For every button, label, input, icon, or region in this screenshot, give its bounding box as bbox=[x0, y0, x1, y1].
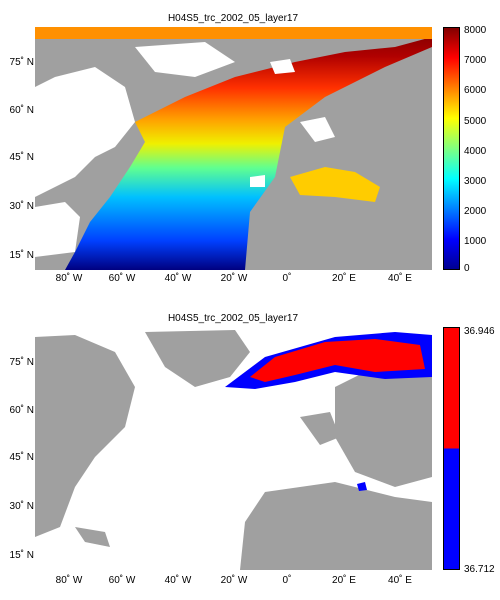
map2-ytick: 75˚ N bbox=[9, 357, 34, 368]
map2-xtick: 40˚ W bbox=[164, 575, 192, 586]
map1-plot bbox=[35, 27, 432, 270]
map2-ytick: 60˚ N bbox=[9, 405, 34, 416]
map2-ytick: 15˚ N bbox=[9, 550, 34, 561]
map1-nodata-patches bbox=[35, 42, 335, 257]
map2-xtick: 20˚ W bbox=[220, 575, 248, 586]
map1-ocean-field bbox=[35, 27, 432, 270]
map2-xtick: 80˚ W bbox=[55, 575, 83, 586]
map1-colorbar-tick: 6000 bbox=[464, 85, 487, 96]
map1-ytick: 75˚ N bbox=[9, 57, 34, 68]
map1-xtick: 0˚ bbox=[282, 273, 292, 284]
map1-xtick: 40˚ E bbox=[388, 273, 412, 284]
map2-colorbar-upper bbox=[443, 327, 460, 449]
map2-ytick: 30˚ N bbox=[9, 501, 34, 512]
map2-colorbar-tick: 36.712 bbox=[464, 564, 495, 575]
map1-colorbar-tick: 7000 bbox=[464, 55, 487, 66]
map2-ytick: 45˚ N bbox=[9, 452, 34, 463]
map1-colorbar-tick: 8000 bbox=[464, 25, 487, 36]
map1-ytick: 30˚ N bbox=[9, 201, 34, 212]
map1-title: H04S5_trc_2002_05_layer17 bbox=[167, 13, 299, 24]
map1-xtick: 20˚ E bbox=[332, 273, 356, 284]
map1-mediterranean bbox=[290, 167, 380, 202]
map1-xtick: 20˚ W bbox=[220, 273, 248, 284]
map1-colorbar-tick: 5000 bbox=[464, 116, 487, 127]
map1-ytick: 15˚ N bbox=[9, 250, 34, 261]
map1-colorbar-tick: 4000 bbox=[464, 146, 487, 157]
map2-xtick: 40˚ E bbox=[388, 575, 412, 586]
map2-red-region bbox=[250, 339, 425, 382]
map1-xtick: 80˚ W bbox=[55, 273, 83, 284]
map1-ytick: 45˚ N bbox=[9, 152, 34, 163]
map2-colorbar-tick: 36.946 bbox=[464, 326, 495, 337]
map1-arctic-band bbox=[35, 27, 432, 39]
map2-xtick: 60˚ W bbox=[108, 575, 136, 586]
map1-ytick: 60˚ N bbox=[9, 105, 34, 116]
map1-colorbar-tick: 0 bbox=[464, 263, 470, 274]
map2-colorbar bbox=[443, 327, 460, 570]
map2-plot bbox=[35, 327, 432, 570]
map1-xtick: 60˚ W bbox=[108, 273, 136, 284]
map2-xtick: 0˚ bbox=[282, 575, 292, 586]
map2-title: H04S5_trc_2002_05_layer17 bbox=[167, 313, 299, 324]
map1-colorbar-tick: 3000 bbox=[464, 176, 487, 187]
map1-colorbar bbox=[443, 27, 460, 270]
map1-xtick: 40˚ W bbox=[164, 273, 192, 284]
map2-land bbox=[35, 330, 432, 570]
map2-colorbar-lower bbox=[443, 448, 460, 570]
map1-colorbar-tick: 1000 bbox=[464, 236, 487, 247]
map2-xtick: 20˚ E bbox=[332, 575, 356, 586]
map1-colorbar-tick: 2000 bbox=[464, 206, 487, 217]
map2-blue-patch bbox=[357, 482, 367, 491]
